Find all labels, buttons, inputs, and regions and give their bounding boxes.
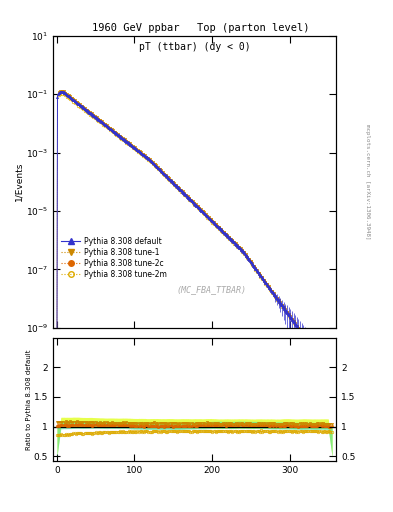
Legend: Pythia 8.308 default, Pythia 8.308 tune-1, Pythia 8.308 tune-2c, Pythia 8.308 tu: Pythia 8.308 default, Pythia 8.308 tune-… [60,236,169,280]
Text: pT (ttbar) (dy < 0): pT (ttbar) (dy < 0) [139,41,250,52]
Y-axis label: Ratio to Pythia 8.308 default: Ratio to Pythia 8.308 default [26,349,33,450]
Text: Top (parton level): Top (parton level) [197,23,310,33]
Y-axis label: 1/Events: 1/Events [14,162,23,201]
Text: mcplots.cern.ch [arXiv:1306.3948]: mcplots.cern.ch [arXiv:1306.3948] [365,124,370,240]
Text: 1960 GeV ppbar: 1960 GeV ppbar [92,23,179,33]
Text: (MC_FBA_TTBAR): (MC_FBA_TTBAR) [176,285,246,294]
